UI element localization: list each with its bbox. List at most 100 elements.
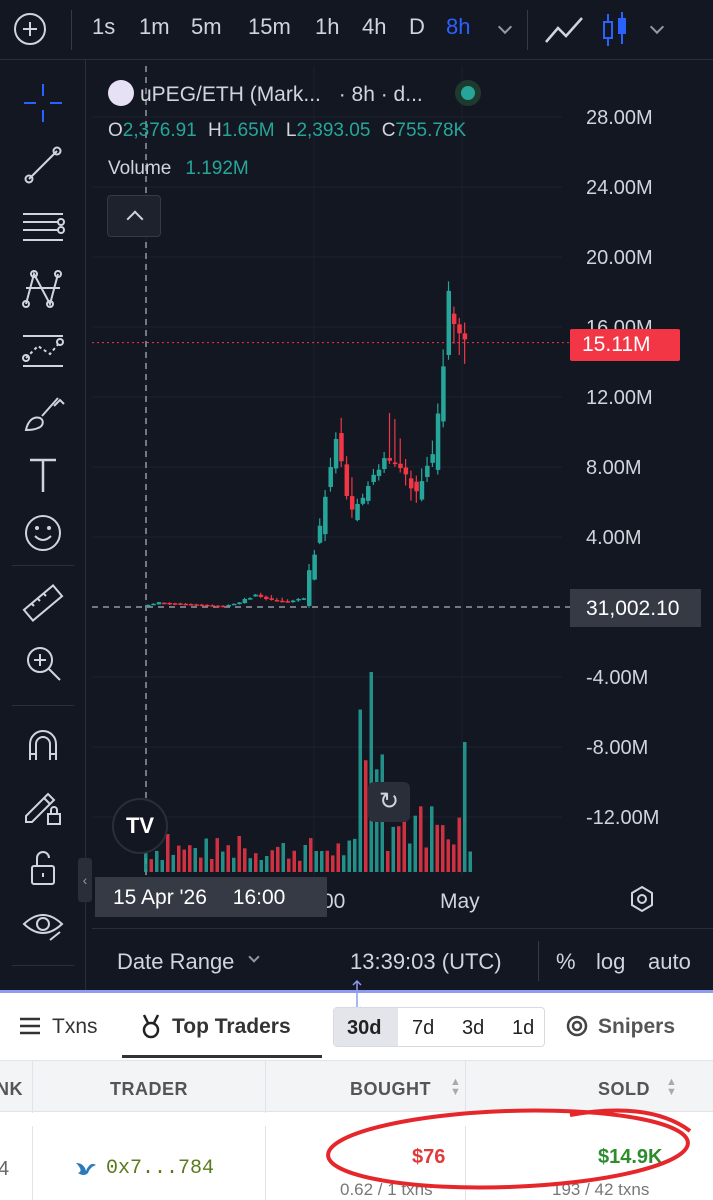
- crosshair-time: 16:00: [232, 886, 286, 909]
- crosshair-date-tag: 15 Apr '26 16:00: [95, 877, 327, 917]
- ohlc-values: O2,376.91 H1.65M L2,393.05 C755.78K: [108, 120, 472, 142]
- volume-bar: [232, 857, 236, 872]
- candle-body: [194, 604, 199, 606]
- trader-address[interactable]: 0x7...784: [106, 1157, 215, 1180]
- reset-chart-icon[interactable]: ↻: [368, 782, 410, 822]
- y-tick-label: 28.00M: [586, 107, 653, 129]
- timeframe-4h[interactable]: 4h: [362, 14, 387, 39]
- pattern-icon[interactable]: [20, 266, 66, 312]
- volume-bar: [457, 817, 461, 872]
- percent-toggle[interactable]: %: [556, 949, 576, 974]
- timeframe-8h[interactable]: 8h: [446, 14, 471, 39]
- timeframe-15m[interactable]: 15m: [248, 14, 291, 39]
- zoom-in-icon[interactable]: [20, 640, 66, 686]
- volume-bar: [298, 860, 302, 872]
- candle-body: [323, 496, 328, 535]
- divider: [12, 965, 74, 966]
- volume-bar: [303, 844, 307, 872]
- col-sold[interactable]: SOLD: [598, 1079, 651, 1099]
- volume-bar: [347, 840, 351, 872]
- date-range-button[interactable]: Date Range: [117, 949, 235, 974]
- ruler-icon[interactable]: [20, 580, 66, 626]
- y-tick-label: 8.00M: [586, 457, 642, 479]
- chart-legend: uPEG/ETH (Mark... · 8h · d...: [108, 80, 481, 107]
- timeframe-d[interactable]: D: [409, 14, 425, 39]
- unlock-icon[interactable]: [20, 844, 66, 890]
- pencil-lock-icon[interactable]: [20, 782, 66, 828]
- divider: [32, 1126, 33, 1200]
- timeframe-5m[interactable]: 5m: [191, 14, 222, 39]
- magnet-icon[interactable]: [20, 722, 66, 768]
- candles-icon[interactable]: [601, 10, 629, 50]
- emoji-icon[interactable]: [20, 510, 66, 556]
- timeframe-1s[interactable]: 1s: [92, 14, 116, 39]
- volume-bar: [281, 843, 285, 872]
- brush-icon[interactable]: [20, 390, 66, 436]
- candle-body: [167, 602, 172, 605]
- high-value: 1.65M: [221, 120, 275, 141]
- forecast-icon[interactable]: [20, 328, 66, 374]
- period-30d[interactable]: 30d: [334, 1008, 398, 1046]
- timeframe-chevron-down-icon[interactable]: [497, 19, 513, 35]
- candle-body: [344, 464, 350, 496]
- volume-bar: [358, 709, 362, 872]
- volume-bar: [270, 850, 274, 872]
- candle-body: [419, 481, 425, 500]
- candle-body: [247, 598, 253, 600]
- settings-gear-icon[interactable]: [628, 885, 656, 913]
- volume-bar: [221, 851, 225, 872]
- y-tick-label: 4.00M: [586, 527, 642, 549]
- candle-body: [333, 438, 339, 469]
- close-label: C: [381, 120, 396, 141]
- sold-value: $14.9K: [598, 1146, 663, 1168]
- volume-bar: [331, 855, 335, 872]
- sort-icon[interactable]: ▲ ▼: [666, 1076, 677, 1098]
- chart-type-chevron-down-icon[interactable]: [649, 19, 665, 35]
- volume-bar: [149, 859, 153, 872]
- trend-line-icon[interactable]: [20, 142, 66, 188]
- candle-body: [242, 599, 248, 604]
- eye-icon[interactable]: [20, 902, 66, 948]
- candle-body: [226, 604, 231, 607]
- crosshair-icon[interactable]: [20, 80, 66, 126]
- open-label: O: [108, 120, 123, 141]
- bought-value: $76: [412, 1146, 446, 1168]
- volume-bar: [292, 850, 296, 872]
- volume-bar: [171, 854, 175, 872]
- legend-collapse-button[interactable]: [107, 195, 161, 237]
- text-icon[interactable]: [20, 452, 66, 498]
- tab-txns-label: Txns: [52, 1015, 98, 1038]
- candle-body: [253, 594, 258, 597]
- divider: [12, 705, 74, 706]
- period-7d[interactable]: 7d: [412, 1017, 435, 1039]
- divider: [265, 1126, 266, 1200]
- candle-body: [156, 602, 162, 605]
- volume-bar: [287, 858, 291, 872]
- log-toggle[interactable]: log: [596, 949, 626, 974]
- col-bought[interactable]: BOUGHT: [350, 1079, 431, 1099]
- candle-body: [392, 462, 398, 465]
- date-range-chevron-icon[interactable]: [248, 951, 260, 963]
- timeframe-1m[interactable]: 1m: [139, 14, 170, 39]
- volume-bar: [254, 853, 258, 872]
- y-tick-label: 24.00M: [586, 177, 653, 199]
- medal-icon: [142, 1014, 160, 1039]
- auto-toggle[interactable]: auto: [648, 949, 691, 974]
- divider: [12, 565, 74, 566]
- fib-retracement-icon[interactable]: [20, 204, 66, 250]
- candle-body: [376, 469, 382, 477]
- add-symbol-button[interactable]: [14, 13, 46, 45]
- timeframe-1h[interactable]: 1h: [315, 14, 340, 39]
- candle-body: [264, 596, 269, 599]
- volume-bar: [342, 855, 346, 872]
- period-1d[interactable]: 1d: [512, 1017, 535, 1039]
- sort-icon[interactable]: ▲ ▼: [450, 1076, 461, 1098]
- period-3d[interactable]: 3d: [462, 1017, 485, 1039]
- candle-body: [339, 433, 344, 462]
- utc-clock[interactable]: 13:39:03 (UTC): [350, 949, 502, 974]
- line-chart-icon[interactable]: [544, 14, 584, 46]
- symbol-name[interactable]: uPEG/ETH (Mark...: [140, 83, 321, 106]
- tradingview-logo-icon[interactable]: TV: [112, 798, 168, 854]
- candle-body: [146, 604, 151, 607]
- toolbar-collapse-toggle[interactable]: ‹: [78, 858, 92, 902]
